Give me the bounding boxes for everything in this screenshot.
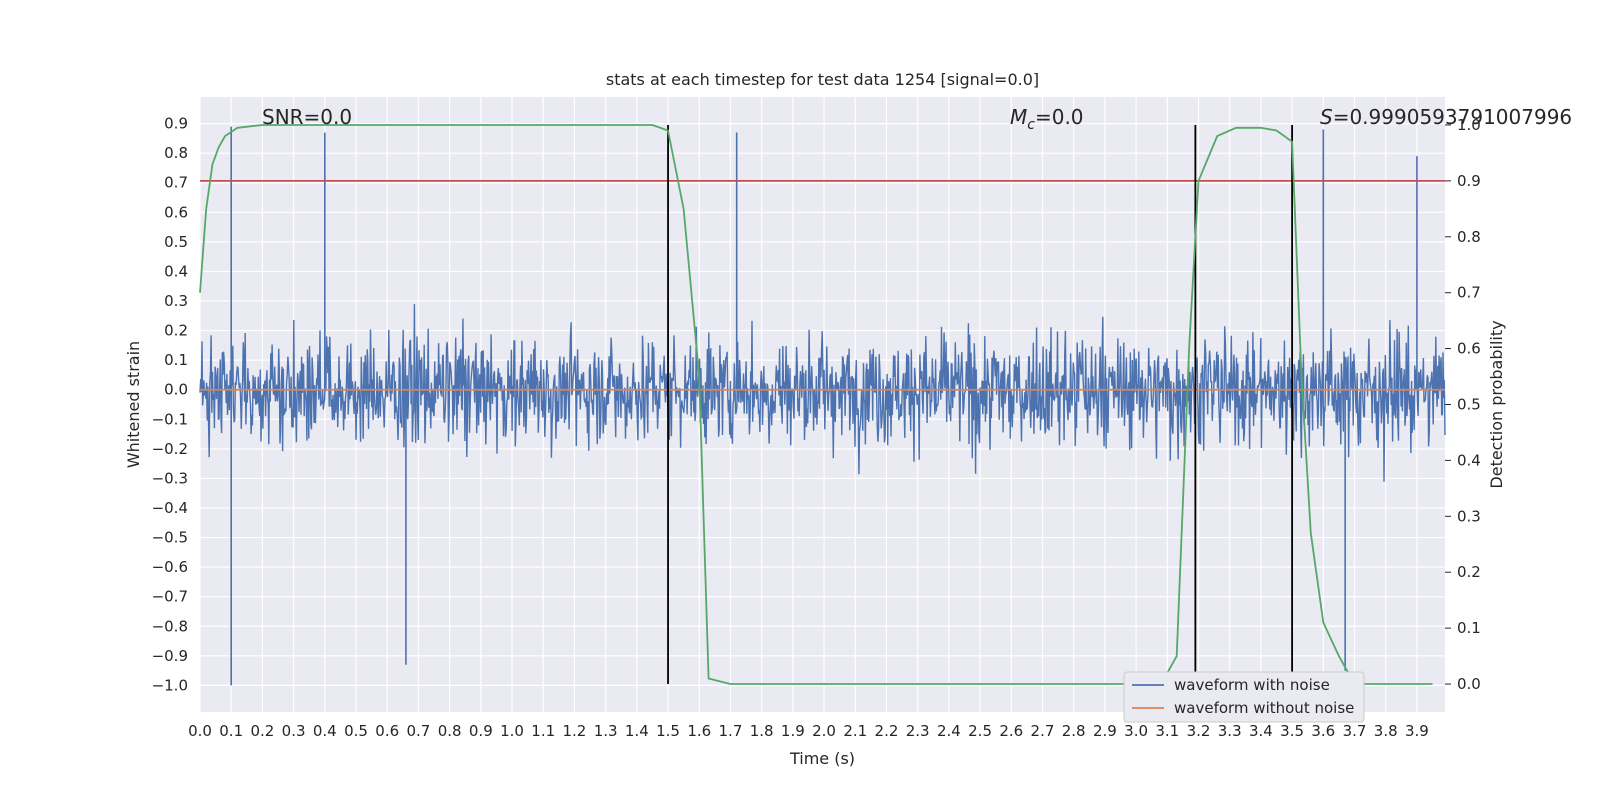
y-axis-label: Whitened strain [124, 341, 143, 468]
y2-tick-label: 1.0 [1457, 116, 1481, 134]
y-tick-label: 0.3 [164, 292, 188, 310]
legend: waveform with noise waveform without noi… [1123, 671, 1365, 723]
x-tick-label: 2.5 [968, 722, 992, 740]
y2-tick-label: 0.6 [1457, 340, 1481, 358]
chart-title: stats at each timestep for test data 125… [606, 70, 1039, 89]
s-value: =0.9990593791007996 [1333, 105, 1572, 129]
y-tick-label: 0.0 [164, 381, 188, 399]
mc-subscript: c [1027, 117, 1035, 133]
x-tick-label: 2.8 [1062, 722, 1086, 740]
mc-annotation: Mc=0.0 [1010, 105, 1084, 133]
y2-tick-label: 0.1 [1457, 619, 1481, 637]
legend-label-waveform-without-noise: waveform without noise [1174, 699, 1354, 717]
y-tick-label: −0.8 [152, 617, 188, 635]
legend-label-waveform-with-noise: waveform with noise [1174, 676, 1330, 694]
x-tick-labels: 0.0 0.1 0.2 0.3 0.4 0.5 0.6 0.7 0.8 0.9 1.0 1.1 1.2 1… [188, 722, 1429, 740]
detection-probability-line [199, 124, 1433, 685]
y-tick-label: 0.1 [164, 351, 188, 369]
y2-tick-label: 0.0 [1457, 675, 1481, 693]
y-tick-label: 0.8 [164, 144, 188, 162]
x-tick-label: 2.7 [1031, 722, 1055, 740]
y-tick-labels: 0.9 0.8 0.7 0.6 0.5 0.4 0.3 0.2 0.1 0.0 −0.1 −0.2 −0… [152, 115, 188, 695]
x-tick-label: 1.0 [500, 722, 524, 740]
y-tick-label: −0.6 [152, 558, 188, 576]
x-tick-label: 3.0 [1124, 722, 1148, 740]
overlay-lines [199, 124, 1445, 685]
y-tick-label: 0.9 [164, 115, 188, 133]
x-tick-label: 3.7 [1343, 722, 1367, 740]
y-tick-label: −0.9 [152, 647, 188, 665]
x-tick-label: 3.8 [1374, 722, 1398, 740]
x-tick-label: 3.3 [1218, 722, 1242, 740]
snr-annotation: SNR=0.0 [262, 105, 352, 129]
y2-tick-label: 0.5 [1457, 396, 1481, 414]
y2-tick-label: 0.3 [1457, 507, 1481, 525]
y-tick-label: 0.6 [164, 203, 188, 221]
x-tick-label: 0.8 [438, 722, 462, 740]
y2-tick-labels: 1.0 0.9 0.8 0.7 0.6 0.5 0.4 0.3 0.2 0.1 0.0 [1445, 116, 1481, 693]
x-tick-label: 2.0 [812, 722, 836, 740]
x-tick-label: 0.5 [344, 722, 368, 740]
x-tick-label: 2.9 [1093, 722, 1117, 740]
y2-axis-label: Detection probability [1487, 320, 1506, 488]
y-tick-label: 0.2 [164, 322, 188, 340]
x-tick-label: 1.7 [719, 722, 743, 740]
y2-tick-label: 0.2 [1457, 563, 1481, 581]
x-tick-label: 2.6 [999, 722, 1023, 740]
x-tick-label: 1.1 [531, 722, 555, 740]
mc-value: =0.0 [1035, 105, 1084, 129]
x-tick-label: 2.1 [843, 722, 867, 740]
x-tick-label: 0.9 [469, 722, 493, 740]
x-tick-label: 3.5 [1280, 722, 1304, 740]
x-tick-label: 3.9 [1405, 722, 1429, 740]
x-tick-label: 1.2 [563, 722, 587, 740]
x-tick-label: 2.3 [906, 722, 930, 740]
x-tick-label: 1.3 [594, 722, 618, 740]
y-tick-label: −0.3 [152, 469, 188, 487]
s-annotation: S=0.9990593791007996 [1320, 105, 1572, 129]
x-tick-label: 1.8 [750, 722, 774, 740]
x-tick-label: 0.3 [282, 722, 306, 740]
x-tick-label: 3.2 [1187, 722, 1211, 740]
y2-tick-label: 0.7 [1457, 284, 1481, 302]
y2-tick-label: 0.4 [1457, 451, 1481, 469]
x-tick-label: 0.7 [406, 722, 430, 740]
s-symbol: S [1320, 105, 1333, 129]
y-tick-label: 0.4 [164, 262, 188, 280]
y-tick-label: −0.7 [152, 588, 188, 606]
y-tick-label: 0.5 [164, 233, 188, 251]
x-tick-label: 1.6 [687, 722, 711, 740]
waveform-with-noise-line [199, 304, 1446, 482]
y-tick-label: −0.4 [152, 499, 188, 517]
x-axis-label: Time (s) [789, 749, 855, 768]
y2-tick-label: 0.9 [1457, 172, 1481, 190]
x-tick-label: 1.9 [781, 722, 805, 740]
mc-symbol: M [1010, 105, 1027, 129]
x-tick-label: 0.6 [375, 722, 399, 740]
y-tick-label: −1.0 [152, 676, 188, 694]
x-tick-label: 1.5 [656, 722, 680, 740]
waveform-with-noise-series [199, 126, 1446, 686]
x-tick-label: 2.2 [875, 722, 899, 740]
y-tick-label: 0.7 [164, 174, 188, 192]
x-tick-label: 3.6 [1311, 722, 1335, 740]
x-tick-label: 2.4 [937, 722, 961, 740]
x-tick-label: 0.1 [219, 722, 243, 740]
x-tick-label: 3.4 [1249, 722, 1273, 740]
y2-tick-label: 0.8 [1457, 228, 1481, 246]
legend-box [1123, 671, 1365, 723]
x-tick-label: 1.4 [625, 722, 649, 740]
x-tick-label: 0.4 [313, 722, 337, 740]
y-tick-label: −0.5 [152, 529, 188, 547]
x-tick-label: 0.2 [250, 722, 274, 740]
y-tick-label: −0.1 [152, 410, 188, 428]
x-tick-label: 0.0 [188, 722, 212, 740]
y-tick-label: −0.2 [152, 440, 188, 458]
x-tick-label: 3.1 [1155, 722, 1179, 740]
